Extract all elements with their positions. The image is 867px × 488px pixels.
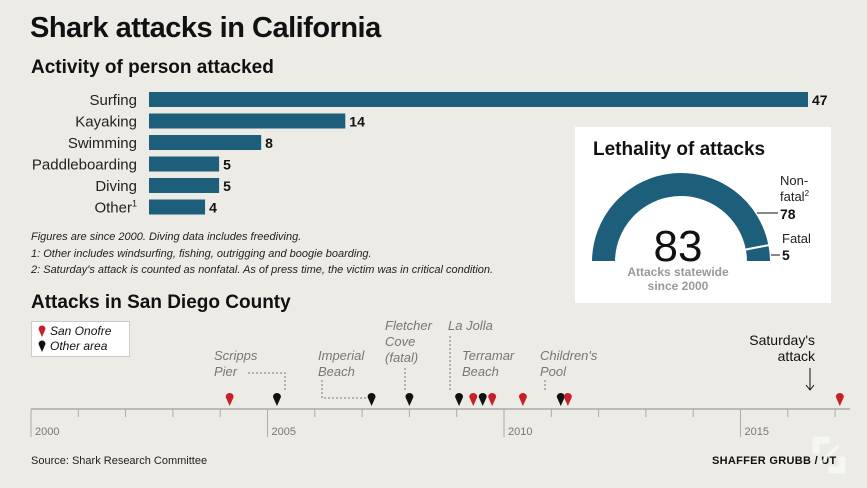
timeline-annotation: Fletcher: [385, 318, 433, 333]
activity-subtitle: Activity of person attacked: [31, 57, 274, 78]
timeline-annotation: Pool: [540, 364, 567, 379]
timeline-annotation: La Jolla: [448, 318, 493, 333]
attack-marker-san-onofre: [488, 393, 497, 406]
timeline-tick-label: 2010: [508, 426, 532, 438]
timeline-tick-label: 2000: [35, 426, 59, 438]
expand-icon[interactable]: [806, 432, 852, 478]
bar-category-label: Surfing: [89, 92, 137, 109]
arrow-icon: [805, 384, 815, 391]
note-line-3: 2: Saturday's attack is counted as nonfa…: [31, 264, 494, 276]
timeline-annotation: Cove: [385, 334, 415, 349]
bar: [149, 92, 808, 107]
timeline-annotation: Imperial: [318, 348, 365, 363]
bar: [149, 178, 220, 193]
bar-value-label: 14: [349, 114, 365, 130]
timeline-legend: San Onofre Other area: [31, 321, 130, 357]
timeline-annotation: Beach: [462, 364, 499, 379]
gauge-caption-line2: since 2000: [648, 279, 709, 293]
attack-marker-other: [556, 393, 565, 406]
note-line-2: 1: Other includes windsurfing, fishing, …: [31, 248, 372, 260]
annotation-leader: [321, 380, 371, 399]
bar: [149, 199, 206, 215]
credit-line: SHAFFER GRUBB / UT: [712, 455, 837, 467]
gauge-slice-fatal: [743, 243, 773, 263]
lethality-title: Lethality of attacks: [593, 139, 766, 160]
timeline-annotation: (fatal): [385, 350, 418, 365]
page-title: Shark attacks in California: [30, 12, 381, 44]
bar-category-label: Kayaking: [75, 114, 137, 131]
fatal-label: Fatal: [782, 231, 811, 246]
bar-value-label: 47: [812, 92, 828, 108]
annotation-leader: [248, 372, 286, 392]
attack-marker-other: [272, 393, 281, 406]
timeline-annotation: Beach: [318, 364, 355, 379]
bar: [149, 135, 262, 150]
nonfatal-label: Non-: [780, 173, 808, 188]
attack-marker-other: [455, 393, 464, 406]
timeline-tick-label: 2005: [272, 426, 296, 438]
attack-marker-san-onofre: [835, 393, 844, 406]
bar-value-label: 5: [223, 178, 231, 194]
timeline-tick-label: 2015: [745, 426, 769, 438]
gauge-total: 83: [654, 222, 703, 271]
bar-category-label: Swimming: [68, 135, 137, 152]
legend-label-other-area: Other area: [50, 339, 108, 353]
bar-value-label: 4: [209, 200, 217, 216]
fatal-value: 5: [782, 247, 790, 263]
source-note: Source: Shark Research Committee: [31, 455, 208, 467]
bar: [149, 113, 346, 129]
attack-marker-san-onofre: [563, 393, 572, 406]
attack-marker-other: [478, 393, 487, 406]
san-diego-subtitle: Attacks in San Diego County: [31, 292, 291, 313]
timeline-annotation: Scripps: [214, 348, 258, 363]
legend-label-san-onofre: San Onofre: [50, 324, 112, 338]
attack-marker-san-onofre: [225, 393, 234, 406]
red-marker-icon: [38, 325, 46, 337]
note-line-1: Figures are since 2000. Diving data incl…: [31, 231, 302, 243]
lethality-panel: Lethality of attacks 83 Attacks statewide…: [575, 127, 831, 303]
attack-marker-san-onofre: [518, 393, 527, 406]
bar: [149, 156, 220, 172]
bar-category-label: Other1: [94, 199, 137, 217]
timeline-annotation: Children's: [540, 348, 598, 363]
attack-marker-other: [367, 393, 376, 406]
legend-item-san-onofre: San Onofre: [38, 324, 111, 338]
gauge-caption-line1: Attacks statewide: [627, 265, 729, 279]
attack-marker-other: [405, 393, 414, 406]
timeline-annotation: attack: [778, 348, 816, 364]
gauge-slice-nonfatal: [589, 171, 771, 263]
bar-category-label: Diving: [95, 178, 137, 195]
nonfatal-value: 78: [780, 206, 796, 222]
attack-marker-san-onofre: [469, 393, 478, 406]
timeline-annotation: Saturday's: [749, 332, 815, 348]
nonfatal-label: fatal2: [780, 189, 810, 204]
timeline-annotation: Terramar: [462, 348, 515, 363]
bar-value-label: 8: [265, 135, 273, 151]
bar-category-label: Paddleboarding: [32, 157, 137, 174]
legend-item-other-area: Other area: [38, 339, 107, 353]
timeline-annotation: Pier: [214, 364, 238, 379]
bar-value-label: 5: [223, 157, 231, 173]
black-marker-icon: [38, 340, 46, 352]
